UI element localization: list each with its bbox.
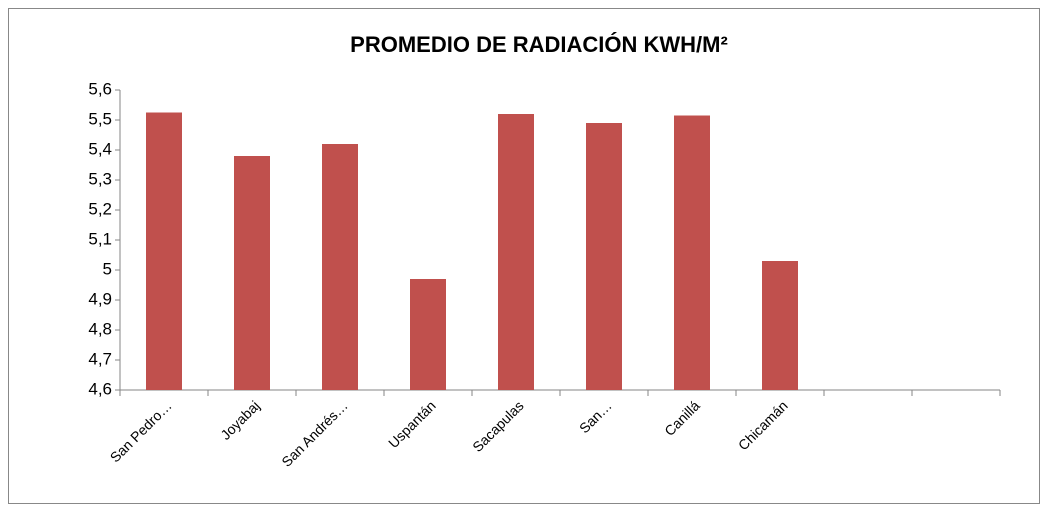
y-tick-label: 5,5 (88, 109, 112, 128)
bar (674, 115, 710, 390)
y-tick-label: 5,2 (88, 199, 112, 218)
y-tick-label: 4,7 (88, 349, 112, 368)
bar (586, 123, 622, 390)
y-tick-label: 5,6 (88, 79, 112, 98)
y-tick-label: 5,4 (88, 139, 112, 158)
bar (410, 279, 446, 390)
bar (762, 261, 798, 390)
y-tick-label: 5,1 (88, 229, 112, 248)
y-tick-label: 5,3 (88, 169, 112, 188)
bar (322, 144, 358, 390)
y-tick-label: 5 (103, 259, 112, 278)
y-tick-label: 4,6 (88, 379, 112, 398)
y-tick-label: 4,9 (88, 289, 112, 308)
chart-title: PROMEDIO DE RADIACIÓN KWH/M² (350, 32, 728, 57)
y-tick-label: 4,8 (88, 319, 112, 338)
bar (146, 112, 182, 390)
bar (234, 156, 270, 390)
bar (498, 114, 534, 390)
